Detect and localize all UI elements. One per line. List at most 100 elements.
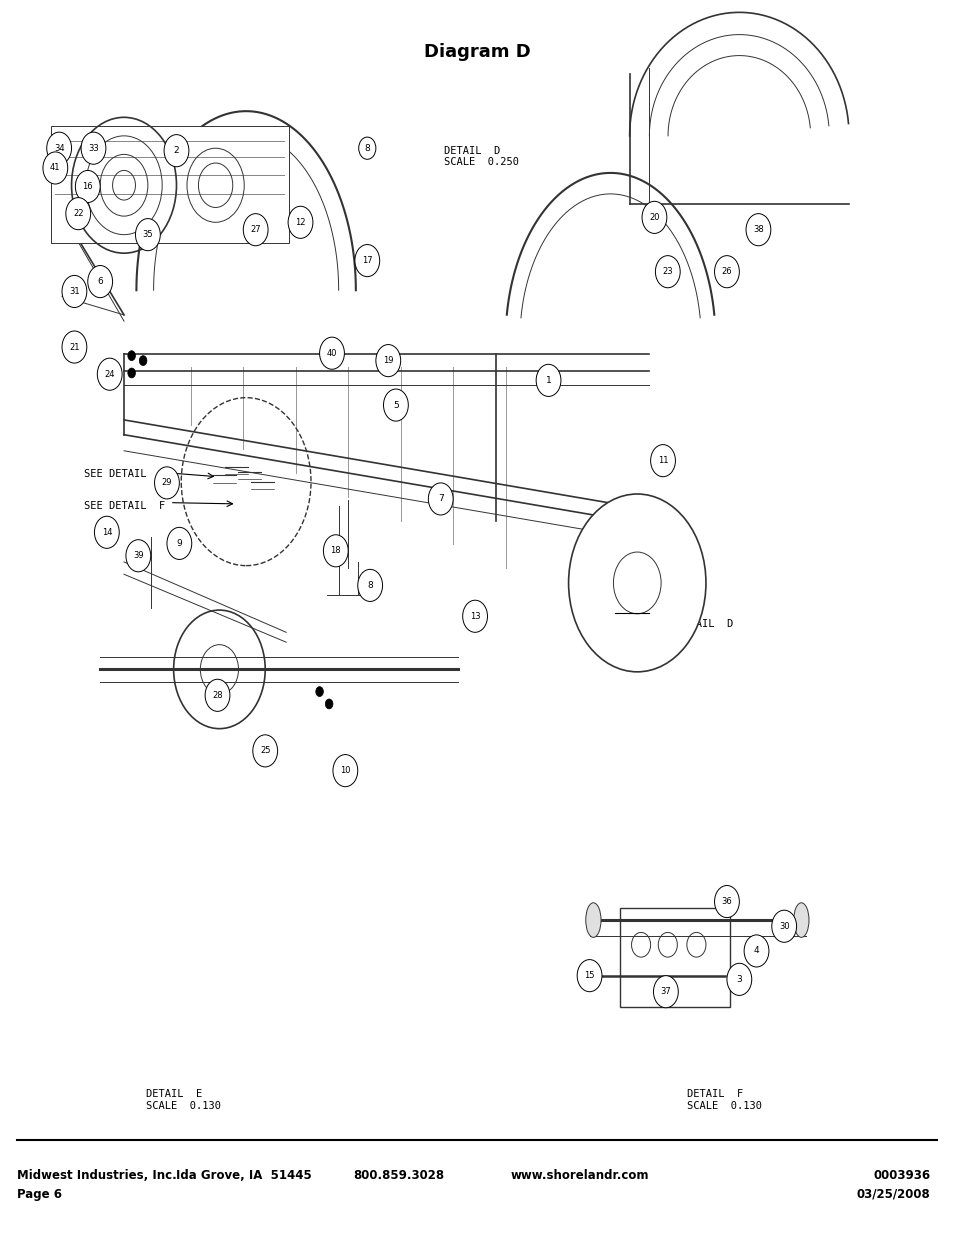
Circle shape (94, 516, 119, 548)
Text: 15: 15 (583, 971, 595, 981)
Text: 6: 6 (97, 277, 103, 287)
Text: Page 6: Page 6 (17, 1188, 62, 1200)
Text: 31: 31 (69, 287, 80, 296)
Circle shape (745, 214, 770, 246)
Text: 29: 29 (161, 478, 172, 488)
Circle shape (771, 910, 796, 942)
Circle shape (288, 206, 313, 238)
Text: 16: 16 (82, 182, 93, 191)
Circle shape (577, 960, 601, 992)
Text: 800.859.3028: 800.859.3028 (353, 1170, 444, 1182)
Circle shape (154, 467, 179, 499)
Circle shape (43, 152, 68, 184)
Circle shape (128, 351, 135, 361)
Text: 7: 7 (437, 494, 443, 504)
Circle shape (655, 256, 679, 288)
Circle shape (315, 687, 323, 697)
Circle shape (81, 132, 106, 164)
FancyBboxPatch shape (619, 908, 729, 1007)
Text: 25: 25 (259, 746, 271, 756)
Text: 26: 26 (720, 267, 732, 277)
Circle shape (726, 963, 751, 995)
Circle shape (743, 935, 768, 967)
Text: 39: 39 (132, 551, 144, 561)
Circle shape (568, 494, 705, 672)
Circle shape (213, 684, 221, 694)
Circle shape (653, 976, 678, 1008)
Text: DETAIL  D
SCALE  0.250: DETAIL D SCALE 0.250 (443, 146, 518, 167)
Text: 30: 30 (778, 921, 789, 931)
Circle shape (253, 735, 277, 767)
Circle shape (97, 358, 122, 390)
Text: 3: 3 (736, 974, 741, 984)
Text: 36: 36 (720, 897, 732, 906)
Circle shape (62, 331, 87, 363)
Text: 2: 2 (173, 146, 179, 156)
Circle shape (164, 135, 189, 167)
Circle shape (325, 699, 333, 709)
Text: SEE DETAIL  E: SEE DETAIL E (84, 469, 165, 479)
Circle shape (75, 170, 100, 203)
Text: 34: 34 (53, 143, 65, 153)
Text: 33: 33 (88, 143, 99, 153)
Text: 5: 5 (393, 400, 398, 410)
Circle shape (383, 389, 408, 421)
Circle shape (714, 885, 739, 918)
Text: DETAIL  E
SCALE  0.130: DETAIL E SCALE 0.130 (146, 1089, 220, 1110)
Text: www.shorelandr.com: www.shorelandr.com (510, 1170, 648, 1182)
Circle shape (243, 214, 268, 246)
Circle shape (323, 535, 348, 567)
Text: SEE DETAIL  D: SEE DETAIL D (651, 619, 732, 629)
Text: 03/25/2008: 03/25/2008 (856, 1188, 929, 1200)
Text: 10: 10 (339, 766, 351, 776)
Text: 22: 22 (72, 209, 84, 219)
Circle shape (333, 755, 357, 787)
Text: 21: 21 (69, 342, 80, 352)
Text: 1: 1 (545, 375, 551, 385)
Circle shape (217, 699, 225, 709)
Circle shape (205, 679, 230, 711)
Circle shape (375, 345, 400, 377)
Text: 40: 40 (326, 348, 337, 358)
Ellipse shape (793, 903, 808, 937)
Text: 4: 4 (753, 946, 759, 956)
Circle shape (357, 569, 382, 601)
Text: 27: 27 (250, 225, 261, 235)
Text: 11: 11 (657, 456, 668, 466)
Text: 35: 35 (142, 230, 153, 240)
Circle shape (126, 540, 151, 572)
Circle shape (167, 527, 192, 559)
Circle shape (319, 337, 344, 369)
Circle shape (355, 245, 379, 277)
Text: Ida Grove, IA  51445: Ida Grove, IA 51445 (176, 1170, 312, 1182)
Text: 12: 12 (294, 217, 306, 227)
Text: 41: 41 (50, 163, 61, 173)
Circle shape (135, 219, 160, 251)
Circle shape (62, 275, 87, 308)
Text: 14: 14 (101, 527, 112, 537)
Circle shape (536, 364, 560, 396)
Circle shape (358, 137, 375, 159)
Text: 38: 38 (752, 225, 763, 235)
Text: 8: 8 (367, 580, 373, 590)
Circle shape (128, 368, 135, 378)
Circle shape (88, 266, 112, 298)
Circle shape (206, 690, 213, 700)
Text: 23: 23 (661, 267, 673, 277)
Text: 19: 19 (382, 356, 394, 366)
Text: DETAIL  F
SCALE  0.130: DETAIL F SCALE 0.130 (686, 1089, 761, 1110)
Circle shape (428, 483, 453, 515)
Circle shape (66, 198, 91, 230)
Circle shape (139, 356, 147, 366)
Text: 37: 37 (659, 987, 671, 997)
Text: Midwest Industries, Inc.: Midwest Industries, Inc. (17, 1170, 176, 1182)
Circle shape (714, 256, 739, 288)
Circle shape (47, 132, 71, 164)
Text: 20: 20 (648, 212, 659, 222)
Circle shape (641, 201, 666, 233)
Text: 8: 8 (364, 143, 370, 153)
FancyBboxPatch shape (51, 126, 289, 243)
Text: 13: 13 (469, 611, 480, 621)
Circle shape (650, 445, 675, 477)
Text: 24: 24 (104, 369, 115, 379)
